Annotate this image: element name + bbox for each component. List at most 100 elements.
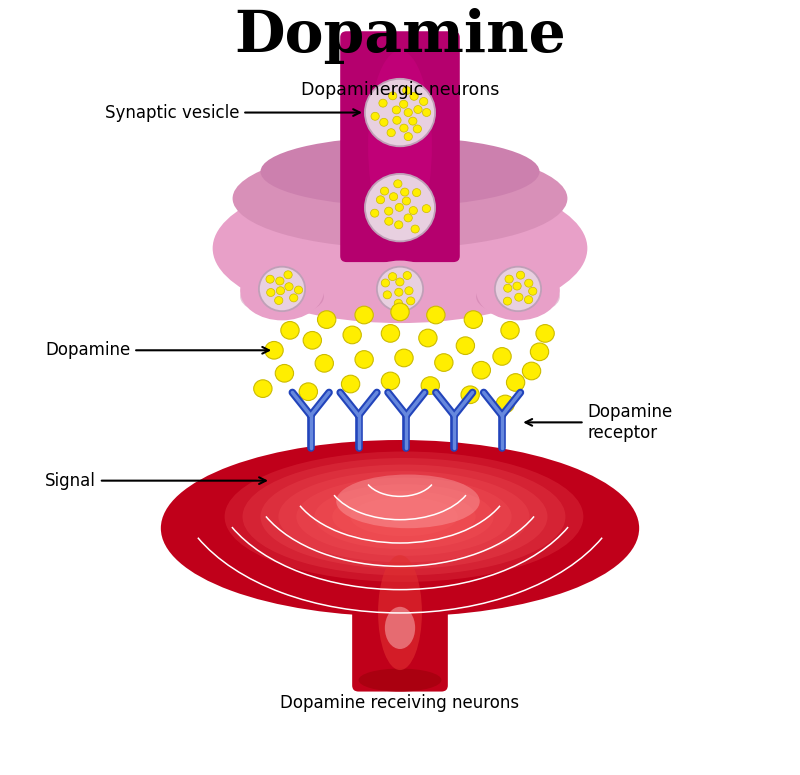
Circle shape <box>385 217 393 226</box>
Circle shape <box>402 197 410 205</box>
Circle shape <box>434 353 453 371</box>
Circle shape <box>393 116 401 124</box>
Circle shape <box>414 125 422 133</box>
FancyBboxPatch shape <box>340 31 460 262</box>
Circle shape <box>392 106 401 114</box>
Circle shape <box>395 349 413 367</box>
Ellipse shape <box>225 452 583 582</box>
Circle shape <box>290 294 298 302</box>
Circle shape <box>342 375 360 393</box>
Ellipse shape <box>240 260 324 320</box>
Circle shape <box>274 297 283 305</box>
Text: Synaptic vesicle: Synaptic vesicle <box>105 104 360 122</box>
Circle shape <box>303 332 322 349</box>
Circle shape <box>402 87 411 95</box>
Circle shape <box>390 193 398 201</box>
Circle shape <box>355 350 374 368</box>
Circle shape <box>413 188 421 197</box>
Circle shape <box>395 203 403 212</box>
Circle shape <box>377 267 423 312</box>
Text: Dopamine: Dopamine <box>234 8 566 64</box>
Circle shape <box>266 275 274 283</box>
Circle shape <box>370 209 379 217</box>
Circle shape <box>376 196 385 204</box>
Ellipse shape <box>242 458 566 575</box>
Circle shape <box>394 288 403 296</box>
Circle shape <box>503 297 512 305</box>
Ellipse shape <box>314 484 494 549</box>
Circle shape <box>464 311 482 329</box>
Circle shape <box>389 92 397 100</box>
Circle shape <box>422 205 430 212</box>
Circle shape <box>394 221 403 229</box>
Circle shape <box>501 322 519 339</box>
Circle shape <box>318 311 336 329</box>
Text: Dopamine
receptor: Dopamine receptor <box>526 403 673 442</box>
Circle shape <box>382 325 400 343</box>
Ellipse shape <box>213 174 587 323</box>
Circle shape <box>504 284 512 292</box>
Ellipse shape <box>336 474 480 529</box>
Ellipse shape <box>385 607 415 649</box>
Circle shape <box>514 293 523 301</box>
Circle shape <box>382 279 390 287</box>
Circle shape <box>506 374 525 391</box>
Circle shape <box>496 395 514 413</box>
Circle shape <box>495 267 541 312</box>
Ellipse shape <box>378 555 422 670</box>
Circle shape <box>387 129 395 136</box>
Circle shape <box>516 271 525 279</box>
Circle shape <box>355 306 374 324</box>
Circle shape <box>422 109 430 116</box>
Circle shape <box>383 291 391 299</box>
Ellipse shape <box>332 491 476 542</box>
Circle shape <box>315 354 334 372</box>
Circle shape <box>472 361 490 379</box>
Circle shape <box>414 105 422 113</box>
Circle shape <box>404 109 412 116</box>
Text: Dopaminergic neurons: Dopaminergic neurons <box>301 81 499 98</box>
Circle shape <box>371 112 379 120</box>
Ellipse shape <box>476 260 560 320</box>
Ellipse shape <box>368 50 432 242</box>
Circle shape <box>276 277 284 285</box>
Circle shape <box>456 337 474 354</box>
Circle shape <box>522 362 541 380</box>
Ellipse shape <box>278 471 530 563</box>
Circle shape <box>400 124 408 132</box>
Circle shape <box>419 98 428 105</box>
Circle shape <box>396 278 404 286</box>
Ellipse shape <box>296 477 512 556</box>
Ellipse shape <box>358 669 442 691</box>
Circle shape <box>385 207 393 215</box>
Circle shape <box>513 282 522 290</box>
Circle shape <box>403 271 411 280</box>
Circle shape <box>409 117 417 125</box>
Circle shape <box>294 286 302 294</box>
Ellipse shape <box>240 277 324 315</box>
Text: Signal: Signal <box>46 472 266 490</box>
Circle shape <box>409 207 418 215</box>
Circle shape <box>399 100 408 109</box>
Circle shape <box>266 288 275 297</box>
Circle shape <box>406 297 415 305</box>
Circle shape <box>426 306 445 324</box>
Circle shape <box>404 133 413 140</box>
Circle shape <box>410 92 418 100</box>
Ellipse shape <box>476 277 560 315</box>
Circle shape <box>530 343 549 360</box>
Circle shape <box>421 377 439 394</box>
Circle shape <box>404 214 412 222</box>
Ellipse shape <box>358 260 442 320</box>
Circle shape <box>380 187 389 195</box>
Circle shape <box>525 296 533 304</box>
Circle shape <box>525 279 533 288</box>
Text: Dopamine receiving neurons: Dopamine receiving neurons <box>281 694 519 712</box>
Circle shape <box>276 287 285 294</box>
Circle shape <box>493 348 511 365</box>
Circle shape <box>529 288 537 295</box>
Circle shape <box>281 322 299 339</box>
FancyBboxPatch shape <box>352 495 448 691</box>
Circle shape <box>391 303 409 321</box>
Circle shape <box>536 325 554 343</box>
